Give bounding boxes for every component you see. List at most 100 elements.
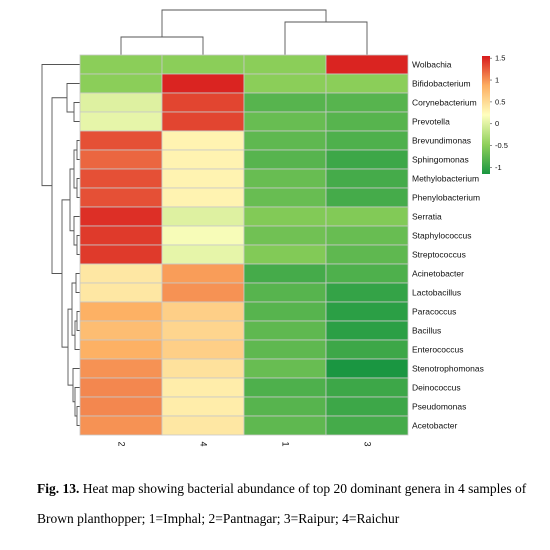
heatmap-cell [243,415,327,436]
heatmap-cell [325,301,409,322]
heatmap-cell [325,415,409,436]
row-label: Deinococcus [412,383,461,393]
row-label: Acinetobacter [412,269,464,279]
heatmap-cell [243,358,327,379]
heatmap-cell [79,244,163,265]
column-label: 1 [281,441,291,446]
heatmap-cell [325,377,409,398]
heatmap-cell [243,130,327,151]
heatmap-cell [161,377,245,398]
row-label: Brevundimonas [412,136,471,146]
heatmap-cell [243,92,327,113]
heatmap-cell [325,149,409,170]
legend-tick-label: 0.5 [495,97,505,106]
heatmap-cell [161,130,245,151]
column-label: 3 [363,441,373,446]
heatmap-cell [161,396,245,417]
figure-caption: Fig. 13. Heat map showing bacterial abun… [37,474,527,534]
heatmap-cell [243,149,327,170]
heatmap-cell [161,168,245,189]
row-label: Pseudomonas [412,402,466,412]
heatmap-cell [325,206,409,227]
heatmap-cell [243,168,327,189]
dendrogram-branch [61,199,70,348]
heatmap-cell [325,54,409,75]
heatmap-cell [161,358,245,379]
heatmap-cell [325,320,409,341]
color-legend: 1.5 1 0.5 0 -0.5 -1 [482,54,508,174]
row-label: Wolbachia [412,60,452,70]
row-labels: Wolbachia Bifidobacterium Corynebacterium P… [412,60,484,431]
row-label: Prevotella [412,117,450,127]
heatmap-cell [161,149,245,170]
heatmap-cell [243,377,327,398]
dendrogram-branch [66,83,80,113]
heatmap-cell [161,339,245,360]
heatmap-cell [79,168,163,189]
heatmap-cell [243,320,327,341]
heatmap-cell [161,187,245,208]
heatmap-cell [325,73,409,94]
heatmap-cell [161,244,245,265]
caption-label: Fig. 13. [37,481,80,496]
heatmap-cell [79,415,163,436]
row-label: Sphingomonas [412,155,469,165]
heatmap-cell [79,358,163,379]
dendrogram-branch [74,387,80,417]
heatmap-cell [79,130,163,151]
legend-tick-label: -0.5 [495,141,508,150]
dendrogram-branch [76,406,80,426]
heatmap-cell [325,282,409,303]
heatmap-cell [325,92,409,113]
heatmap-cell [243,73,327,94]
dendrogram-branch [76,178,80,198]
dendrogram-branch [120,36,204,55]
heatmap-cells [79,54,409,436]
heatmap-cell [243,339,327,360]
heatmap-cell [79,54,163,75]
heatmap-cell [161,111,245,132]
heatmap-cell [325,244,409,265]
heatmap-cell [79,396,163,417]
legend-tick-label: 0 [495,119,499,128]
dendrogram-branch [75,273,80,293]
row-label: Serratia [412,212,442,222]
column-dendrogram [120,9,368,55]
dendrogram-branch [73,102,80,122]
row-label: Bacillus [412,326,441,336]
heatmap-cell [243,396,327,417]
heatmap-cell [161,92,245,113]
heatmap-cell [161,320,245,341]
legend-tick-label: 1.5 [495,54,505,63]
heatmap-cell [325,358,409,379]
heatmap-cell [325,339,409,360]
heatmap-cell [79,149,163,170]
dendrogram-branch [76,140,80,160]
heatmap-cell [161,282,245,303]
dendrogram-branch [51,97,67,274]
heatmap-cell [161,54,245,75]
heatmap-cell [325,187,409,208]
dendrogram-branch [76,311,80,331]
dendrogram-branch [41,64,80,187]
heatmap-cell [243,244,327,265]
heatmap-cell [79,206,163,227]
heatmap-cell [161,206,245,227]
legend-tick-label: -1 [495,163,502,172]
heatmap-cell [325,168,409,189]
dendrogram-branch [74,320,80,350]
heatmap-cell [79,92,163,113]
heatmap-cell [79,377,163,398]
column-label: 2 [117,441,127,446]
heatmap-cell [161,301,245,322]
heatmap-cell [79,111,163,132]
row-label: Methylobacterium [412,174,479,184]
row-label: Bifidobacterium [412,79,471,89]
row-label: Streptococcus [412,250,466,260]
heatmap-cell [79,339,163,360]
heatmap-cell [243,282,327,303]
heatmap-cell [325,263,409,284]
heatmap-cell [79,73,163,94]
heatmap-cell [325,396,409,417]
heatmap-cell [79,263,163,284]
